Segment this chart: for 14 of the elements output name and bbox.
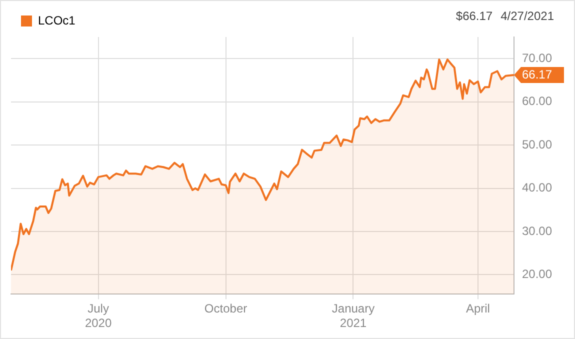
x-tick-label: April [466,302,490,316]
text: 4/27/2021 [500,9,554,23]
y-tick-label: 20.00 [522,267,552,282]
y-tick-label: 60.00 [522,94,552,108]
x-tick-label: January 2021 [332,302,375,330]
legend-label: LCOc1 [38,13,76,28]
text: $66.17 [456,9,493,23]
x-tick-label: October [204,302,248,316]
y-tick-label: 40.00 [522,180,552,195]
x-tick-label: July 2020 [84,302,112,330]
text: 66.17 [522,67,552,82]
y-tick-label: 50.00 [522,137,552,152]
y-tick-label: 70.00 [522,50,552,65]
y-tick-label: 30.00 [522,224,552,238]
